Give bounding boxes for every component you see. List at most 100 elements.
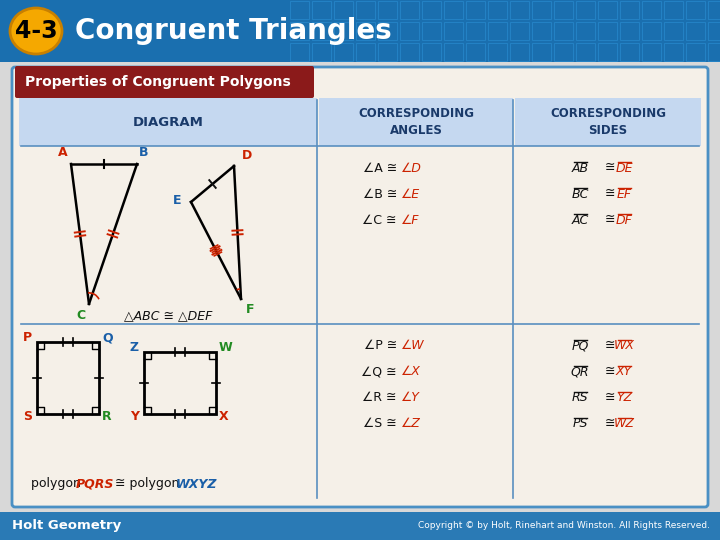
Bar: [576, 22, 595, 40]
Text: Q: Q: [102, 332, 112, 345]
Text: DIAGRAM: DIAGRAM: [132, 116, 204, 129]
Text: CORRESPONDING
SIDES: CORRESPONDING SIDES: [550, 107, 666, 137]
Bar: [686, 1, 705, 19]
Bar: [620, 43, 639, 61]
Text: ∠S ≅: ∠S ≅: [364, 417, 401, 430]
Text: ∠X: ∠X: [401, 366, 421, 379]
Text: B: B: [139, 146, 149, 159]
Bar: [686, 22, 705, 40]
Text: PQRS: PQRS: [76, 477, 114, 490]
Bar: [664, 1, 683, 19]
Bar: [598, 1, 617, 19]
Text: 4-3: 4-3: [14, 19, 58, 43]
Bar: [488, 1, 507, 19]
Text: RS: RS: [572, 392, 588, 404]
Bar: [642, 1, 661, 19]
Bar: [422, 43, 441, 61]
Text: EF: EF: [616, 187, 631, 200]
Bar: [664, 43, 683, 61]
Text: D: D: [242, 149, 252, 162]
Text: ≅: ≅: [605, 161, 616, 174]
Bar: [444, 22, 463, 40]
Text: ≅: ≅: [605, 417, 616, 430]
Bar: [334, 1, 353, 19]
Bar: [510, 43, 529, 61]
Text: Congruent Triangles: Congruent Triangles: [75, 17, 392, 45]
Bar: [334, 43, 353, 61]
Bar: [356, 22, 375, 40]
Text: ∠A ≅: ∠A ≅: [363, 161, 401, 174]
Text: S: S: [23, 410, 32, 423]
Text: P: P: [23, 332, 32, 345]
Bar: [144, 352, 216, 414]
Bar: [488, 22, 507, 40]
Bar: [378, 22, 397, 40]
Text: A: A: [58, 146, 68, 159]
Ellipse shape: [10, 8, 62, 54]
Text: ∠Q ≅: ∠Q ≅: [361, 366, 401, 379]
Bar: [510, 22, 529, 40]
Text: ∠Z: ∠Z: [401, 417, 421, 430]
Bar: [620, 22, 639, 40]
Bar: [290, 43, 309, 61]
Bar: [664, 22, 683, 40]
Text: ∠D: ∠D: [401, 161, 422, 174]
Bar: [37, 342, 99, 414]
Bar: [312, 43, 331, 61]
Text: ≅: ≅: [605, 213, 616, 226]
Text: △ABC ≅ △DEF: △ABC ≅ △DEF: [124, 309, 212, 322]
Bar: [466, 1, 485, 19]
Text: YZ: YZ: [616, 392, 632, 404]
Text: AC: AC: [572, 213, 589, 226]
Bar: [686, 43, 705, 61]
Bar: [554, 22, 573, 40]
Bar: [642, 22, 661, 40]
Bar: [554, 1, 573, 19]
Text: CORRESPONDING
ANGLES: CORRESPONDING ANGLES: [358, 107, 474, 137]
Bar: [444, 1, 463, 19]
Text: ∠R ≅: ∠R ≅: [362, 392, 401, 404]
Bar: [400, 22, 419, 40]
Text: ≅ polygon: ≅ polygon: [111, 477, 184, 490]
Text: DE: DE: [616, 161, 633, 174]
Text: C: C: [76, 309, 86, 322]
Bar: [400, 43, 419, 61]
Bar: [334, 22, 353, 40]
Bar: [576, 43, 595, 61]
Text: WZ: WZ: [613, 417, 634, 430]
Bar: [510, 1, 529, 19]
Text: R: R: [102, 410, 112, 423]
Bar: [708, 22, 720, 40]
Bar: [708, 43, 720, 61]
Bar: [515, 98, 701, 146]
Text: PQ: PQ: [571, 340, 589, 353]
Text: ∠E: ∠E: [401, 187, 420, 200]
Text: Copyright © by Holt, Rinehart and Winston. All Rights Reserved.: Copyright © by Holt, Rinehart and Winsto…: [418, 522, 710, 530]
Bar: [290, 1, 309, 19]
Text: WXYZ: WXYZ: [176, 477, 217, 490]
Bar: [290, 22, 309, 40]
FancyBboxPatch shape: [15, 66, 314, 98]
Bar: [312, 1, 331, 19]
Text: AB: AB: [572, 161, 588, 174]
Text: XY: XY: [616, 366, 632, 379]
Text: ∠B ≅: ∠B ≅: [363, 187, 401, 200]
Text: ≅: ≅: [605, 187, 616, 200]
Text: ∠W: ∠W: [401, 340, 425, 353]
Bar: [466, 22, 485, 40]
Bar: [554, 43, 573, 61]
Bar: [642, 43, 661, 61]
Text: ∠Y: ∠Y: [401, 392, 420, 404]
Bar: [422, 1, 441, 19]
Bar: [19, 98, 317, 146]
Bar: [532, 43, 551, 61]
Text: X: X: [219, 410, 229, 423]
Text: Z: Z: [130, 341, 139, 354]
Text: F: F: [246, 303, 254, 316]
Text: QR: QR: [571, 366, 589, 379]
Bar: [466, 43, 485, 61]
Bar: [356, 43, 375, 61]
Bar: [400, 1, 419, 19]
Text: ≅: ≅: [605, 392, 616, 404]
Bar: [532, 1, 551, 19]
